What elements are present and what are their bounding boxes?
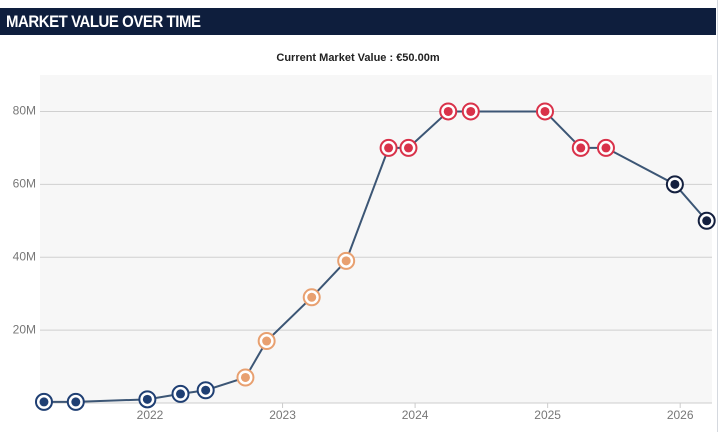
point-marker-core [175,389,185,399]
point-marker-core [39,397,49,407]
point-marker-core [670,179,680,189]
point-marker-core [443,106,453,116]
y-tick-label: 40M [13,249,36,263]
y-tick-label: 60M [13,177,36,191]
point-marker-core [71,397,81,407]
plot-area [40,75,712,403]
point-marker-core [262,336,272,346]
point-marker-core [403,143,413,153]
point-marker-core [384,143,394,153]
y-tick-label: 20M [13,322,36,336]
x-tick-label: 2025 [534,408,561,422]
x-tick-label: 2022 [137,408,164,422]
point-marker-core [601,143,611,153]
point-marker-core [576,143,586,153]
point-marker-core [142,394,152,404]
point-marker-core [540,106,550,116]
header-title: MARKET VALUE OVER TIME [6,12,201,31]
point-marker-core [341,256,351,266]
y-tick-label: 80M [13,104,36,118]
x-tick-label: 2026 [667,408,694,422]
point-marker-core [702,216,712,226]
chart-subtitle: Current Market Value : €50.00m [276,52,439,64]
x-tick-label: 2023 [269,408,296,422]
point-marker-core [240,372,250,382]
point-marker-core [307,292,317,302]
header-bar: MARKET VALUE OVER TIME [0,8,716,35]
point-marker-core [466,106,476,116]
x-tick-label: 2024 [402,408,429,422]
point-marker-core [201,385,211,395]
